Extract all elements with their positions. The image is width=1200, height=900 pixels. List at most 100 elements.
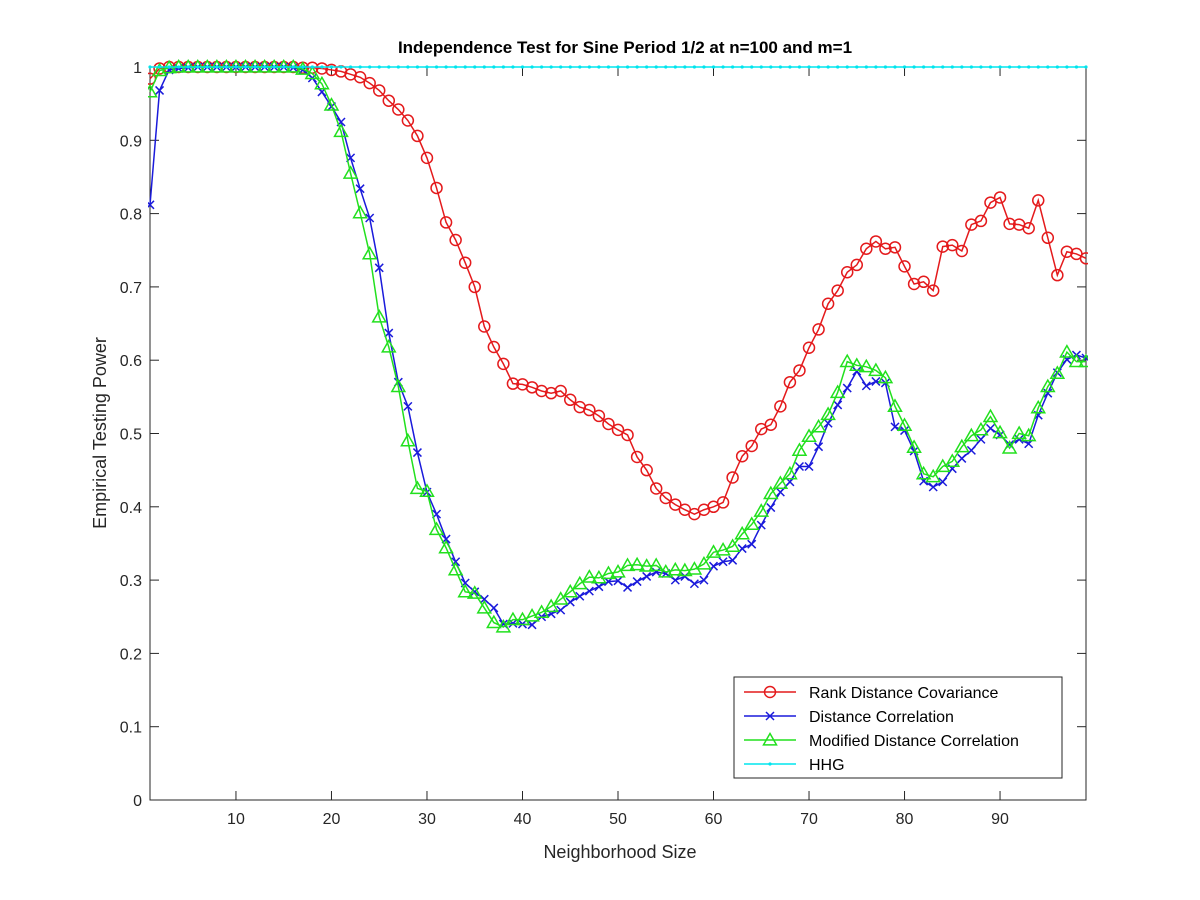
data-point <box>716 496 730 509</box>
data-point <box>151 62 168 77</box>
data-point <box>659 491 673 505</box>
data-point <box>1078 353 1088 368</box>
data-point <box>775 487 785 497</box>
data-point <box>871 376 881 386</box>
data-point <box>993 191 1007 204</box>
data-point <box>998 65 1002 69</box>
data-point <box>842 383 852 393</box>
data-point <box>562 583 579 598</box>
data-point <box>821 297 835 311</box>
data-point <box>734 525 750 540</box>
data-point <box>1030 399 1047 414</box>
data-point <box>535 384 548 398</box>
data-point <box>363 76 376 90</box>
data-point <box>419 483 435 498</box>
data-point <box>645 65 649 69</box>
data-point <box>621 428 634 442</box>
data-point <box>667 561 684 576</box>
data-point <box>543 598 559 613</box>
data-point <box>314 75 330 90</box>
data-point <box>960 65 964 69</box>
data-point <box>649 482 663 495</box>
data-point <box>563 393 577 407</box>
data-point <box>883 65 888 69</box>
data-point <box>782 465 798 480</box>
data-point <box>941 65 945 69</box>
data-point <box>922 65 926 69</box>
data-point <box>769 65 773 69</box>
data-point <box>629 556 645 571</box>
data-point <box>888 241 902 254</box>
legend-marker <box>763 685 777 699</box>
data-point <box>514 611 531 626</box>
data-point <box>726 471 739 484</box>
data-point <box>1068 353 1085 368</box>
data-point <box>606 65 611 69</box>
data-point <box>501 65 505 69</box>
data-point <box>654 65 658 69</box>
x-tick-label: 70 <box>800 811 818 828</box>
x-tick-label: 10 <box>227 811 245 828</box>
data-point <box>992 424 1008 439</box>
data-point <box>874 65 878 69</box>
data-point <box>400 432 416 447</box>
data-point <box>696 555 712 570</box>
data-point <box>282 65 286 69</box>
data-point <box>814 442 824 452</box>
data-point <box>689 579 699 589</box>
x-tick-label: 60 <box>705 811 723 828</box>
data-point <box>323 97 340 111</box>
data-point <box>902 65 907 69</box>
data-point <box>642 571 652 581</box>
data-point <box>377 65 381 69</box>
data-point <box>320 65 324 69</box>
data-point <box>470 587 480 597</box>
data-point <box>673 65 677 69</box>
data-point <box>392 103 405 116</box>
data-point <box>457 583 473 598</box>
data-point <box>783 375 797 389</box>
data-point <box>209 59 225 73</box>
data-point <box>955 244 969 258</box>
data-point <box>530 65 534 69</box>
y-tick-label: 0.1 <box>120 720 142 737</box>
data-point <box>167 65 171 69</box>
data-point <box>583 403 596 417</box>
data-point <box>358 65 362 69</box>
data-point <box>412 448 422 458</box>
data-point <box>630 450 644 464</box>
data-point <box>623 582 633 592</box>
data-point <box>936 240 949 253</box>
data-point <box>683 65 687 69</box>
data-point <box>304 65 321 80</box>
data-point <box>619 557 636 572</box>
data-point <box>380 338 397 353</box>
data-point <box>721 65 725 69</box>
data-point <box>291 65 295 69</box>
data-point <box>852 366 862 376</box>
data-point <box>724 538 741 553</box>
data-point <box>974 214 988 228</box>
data-point <box>556 605 566 615</box>
data-point <box>759 65 763 69</box>
data-point <box>444 65 448 69</box>
series-2 <box>148 59 1088 633</box>
data-point <box>840 265 854 279</box>
data-point <box>568 65 572 69</box>
data-point <box>1043 388 1053 398</box>
data-point <box>310 65 314 69</box>
data-point <box>640 463 653 477</box>
data-point <box>342 165 359 179</box>
data-point <box>384 328 394 338</box>
data-point <box>831 284 844 297</box>
data-point <box>616 65 620 69</box>
data-point <box>740 65 744 69</box>
data-point <box>458 256 472 269</box>
y-tick-label: 1 <box>133 60 142 77</box>
data-point <box>479 594 489 604</box>
data-point <box>247 59 263 73</box>
data-point <box>928 482 938 492</box>
data-point <box>692 65 697 69</box>
